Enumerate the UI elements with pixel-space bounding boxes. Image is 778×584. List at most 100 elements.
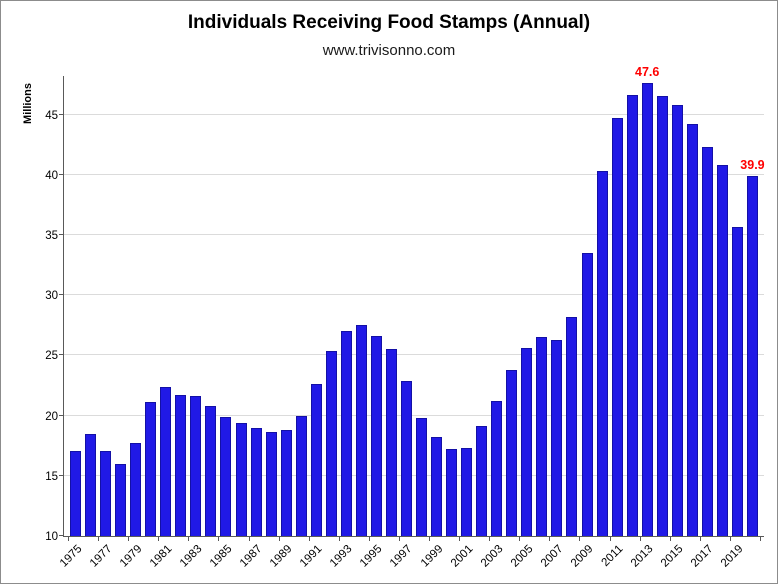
y-tick-mark [59,474,64,476]
bar-1980 [145,402,157,536]
bar-1997 [400,380,412,536]
chart-title: Individuals Receiving Food Stamps (Annua… [187,12,591,33]
x-tick-label: 2007 [538,543,566,570]
plot-area: 10 15 20 25 30 35 40 45 1975 1977 1979 1981 1983 1985… [45,65,765,569]
x-tick-label: 1983 [177,543,205,570]
x-tick-mark [489,537,491,541]
x-tick-label: 2017 [689,543,716,570]
x-tick-label: 2009 [568,543,596,570]
bar-2013 [641,83,653,536]
bar-2001 [461,448,473,536]
gridline [64,474,764,476]
bar-1979 [130,443,142,536]
gridline [64,354,764,356]
bar-1996 [385,349,397,536]
y-tick-label: 40 [45,169,58,182]
x-tick-label: 2003 [478,543,506,570]
x-tick-label: 2015 [659,543,686,570]
bar-1999 [431,437,443,536]
x-tick-mark [459,537,461,541]
y-tick-label: 45 [45,109,58,122]
bar-2010 [596,171,608,536]
y-tick-mark [59,294,64,296]
bar-2004 [506,369,518,536]
bar-1988 [265,432,277,536]
x-tick-mark [549,537,551,541]
gridline [64,173,764,175]
bar-2005 [521,348,533,536]
x-tick-label: 1997 [388,543,415,570]
x-tick-mark [639,537,641,541]
x-tick-mark [669,537,671,541]
x-tick-mark [579,537,581,541]
x-tick-label: 2001 [448,543,476,570]
bar-1987 [250,427,262,536]
bar-2006 [536,337,548,536]
bar-1992 [325,350,337,536]
x-tick-mark [98,537,100,541]
bar-2019 [731,226,743,536]
bar-1990 [295,415,307,536]
x-tick-mark [248,537,250,541]
bar-2017 [701,147,713,536]
x-tick-mark [368,537,370,541]
bar-2007 [551,339,563,536]
bar-1976 [85,433,97,536]
x-tick-mark [308,537,310,541]
bar-1982 [175,395,187,536]
y-tick-label: 25 [45,350,58,363]
y-tick-mark [59,354,64,356]
x-tick-mark [128,537,130,541]
x-tick-mark [398,537,400,541]
bar-1998 [416,418,428,536]
x-tick-mark [429,537,431,541]
bar-1994 [355,325,367,536]
bar-1977 [100,450,112,536]
bar-2003 [491,401,503,536]
bar-1983 [190,396,202,536]
bar-2000 [446,449,458,536]
bar-1989 [280,430,292,536]
x-tick-label: 1993 [328,543,355,570]
bar-1975 [70,450,82,536]
x-tick-mark [158,537,160,541]
bar-1984 [205,405,217,536]
y-tick-label: 15 [45,470,58,483]
bar-2018 [716,165,728,536]
bar-1986 [235,422,247,536]
x-tick-label: 2005 [508,543,536,570]
y-tick-mark [59,113,64,115]
bar-2009 [581,253,593,536]
x-tick-mark [338,537,340,541]
bar-2020 [746,175,758,536]
y-tick-mark [59,414,64,416]
x-tick-mark [760,537,761,541]
bar-1978 [115,463,127,536]
x-tick-mark [188,537,190,541]
x-tick-label: 2019 [719,543,746,570]
bar-2011 [611,118,623,536]
bar-2002 [476,426,488,536]
x-tick-mark [278,537,280,541]
gridline [64,294,764,296]
y-tick-mark [59,173,64,175]
y-tick-label: 10 [45,531,58,543]
x-tick-label: 1999 [418,543,446,570]
bar-1981 [160,386,172,536]
x-tick-label: 1977 [87,543,115,570]
x-tick-label: 1991 [298,543,325,570]
gridline [64,233,764,235]
x-tick-mark [218,537,220,541]
bar-1985 [220,416,232,536]
bar-annotation-2020: 39.9 [740,157,765,172]
x-tick-label: 1995 [358,543,385,570]
bar-2016 [686,124,698,536]
x-tick-label: 1987 [237,543,265,570]
bar-annotation-2013: 47.6 [635,65,660,80]
y-tick-label: 30 [45,290,58,303]
x-tick-label: 2013 [629,543,656,570]
chart-subtitle: www.trivisonno.com [322,42,456,59]
x-tick-mark [699,537,701,541]
y-tick-mark [59,233,64,235]
